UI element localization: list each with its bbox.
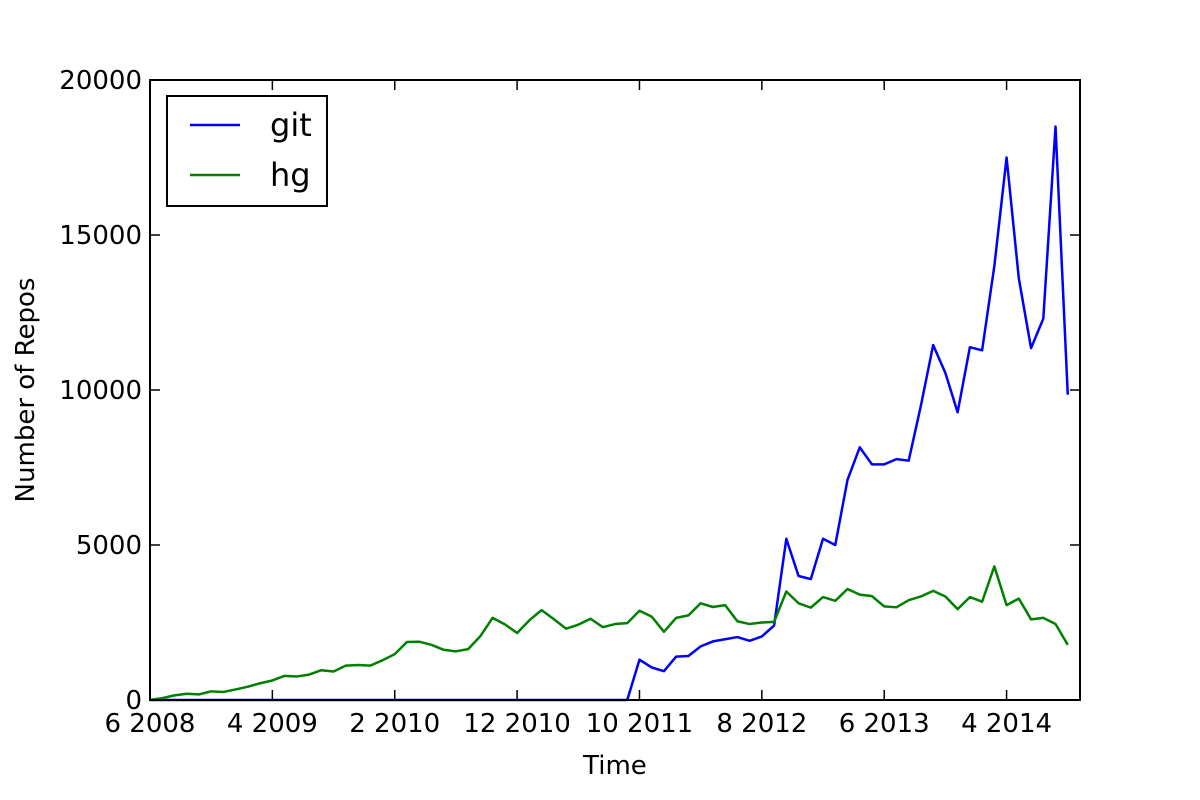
x-tick-label: 2 2010 <box>349 709 440 739</box>
x-tick-label: 4 2009 <box>227 709 318 739</box>
legend: git hg <box>166 95 328 207</box>
x-tick-label: 10 2011 <box>586 709 694 739</box>
y-tick-label: 5000 <box>76 531 142 561</box>
y-tick-label: 20000 <box>59 66 142 96</box>
x-tick-label: 12 2010 <box>463 709 571 739</box>
series-line-hg <box>149 565 1069 702</box>
x-axis-label: Time <box>582 751 647 781</box>
y-tick-label: 0 <box>125 686 142 716</box>
x-tick-label: 6 2008 <box>105 709 196 739</box>
y-axis-label: Number of Repos <box>11 278 41 503</box>
legend-box <box>166 95 328 207</box>
legend-label-hg: hg <box>270 156 311 194</box>
y-tick-label: 10000 <box>59 376 142 406</box>
legend-label-git: git <box>270 106 312 144</box>
x-tick-label: 8 2012 <box>716 709 807 739</box>
x-tick-label: 4 2014 <box>961 709 1052 739</box>
x-tick-label: 6 2013 <box>839 709 930 739</box>
y-tick-label: 15000 <box>59 221 142 251</box>
ticks-layer: 0 5000 10000 15000 20000 6 2008 4 2009 2 2010 12… <box>59 66 1080 739</box>
